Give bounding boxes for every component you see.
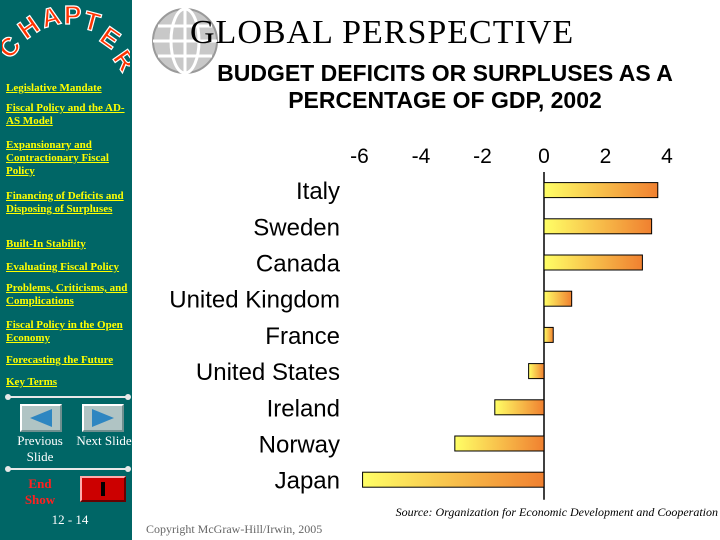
end-show-button[interactable] bbox=[80, 476, 126, 502]
sidebar-link[interactable]: Financing of Deficits and Disposing of S… bbox=[6, 190, 124, 215]
sidebar-link[interactable]: Key Terms bbox=[6, 376, 58, 388]
bar-united-states bbox=[528, 363, 545, 380]
end-show-label[interactable]: End Show bbox=[24, 476, 56, 507]
sidebar-link[interactable]: Expansionary and Contractionary Fiscal P… bbox=[6, 139, 109, 177]
chart-title: BUDGET DEFICITS OR SURPLUSES AS A PERCEN… bbox=[217, 60, 673, 113]
end-icon bbox=[101, 482, 105, 496]
x-tick-label: -2 bbox=[473, 145, 492, 168]
category-label: United States bbox=[196, 359, 340, 386]
x-tick-label: 4 bbox=[661, 145, 673, 168]
bar-united-kingdom bbox=[543, 290, 573, 307]
sidebar-link[interactable]: Problems, Criticisms, and Complications bbox=[6, 282, 128, 307]
category-label: Sweden bbox=[253, 214, 340, 241]
previous-slide-button[interactable] bbox=[20, 404, 62, 432]
x-tick-label: 0 bbox=[538, 145, 550, 168]
category-label: Ireland bbox=[267, 395, 340, 422]
bar-sweden bbox=[543, 218, 653, 235]
x-tick-label: -4 bbox=[412, 145, 431, 168]
globe-icon bbox=[152, 7, 218, 75]
sidebar-link[interactable]: Forecasting the Future bbox=[6, 354, 114, 366]
bar-ireland bbox=[494, 399, 545, 416]
category-label: United Kingdom bbox=[169, 287, 340, 314]
sidebar-link[interactable]: Built-In Stability bbox=[6, 238, 86, 250]
sidebar-link[interactable]: Evaluating Fiscal Policy bbox=[6, 261, 120, 273]
chapter-logo: CHAPTER bbox=[2, 4, 130, 78]
bar-norway bbox=[454, 435, 545, 452]
category-label: Canada bbox=[256, 251, 341, 278]
next-slide-label[interactable]: Next Slide bbox=[76, 433, 132, 448]
previous-slide-label[interactable]: Previous Slide bbox=[17, 433, 63, 464]
bar-italy bbox=[543, 182, 659, 199]
divider bbox=[5, 394, 131, 400]
sidebar-link[interactable]: Fiscal Policy and the AD-AS Model bbox=[6, 102, 125, 127]
sidebar-link[interactable]: Fiscal Policy in the Open Economy bbox=[6, 319, 123, 344]
x-tick-label: -6 bbox=[350, 145, 369, 168]
page-number: 12 - 14 bbox=[51, 512, 89, 527]
category-label: Italy bbox=[296, 178, 340, 205]
divider bbox=[5, 466, 131, 472]
next-slide-button[interactable] bbox=[82, 404, 124, 432]
bar-japan bbox=[362, 471, 545, 488]
left-arrow-icon bbox=[30, 409, 52, 427]
bar-france bbox=[543, 326, 554, 343]
source-note: Source: Organization for Economic Develo… bbox=[395, 505, 718, 519]
category-label: France bbox=[265, 323, 340, 350]
bar-canada bbox=[543, 254, 643, 271]
sidebar-link[interactable]: Legislative Mandate bbox=[6, 82, 102, 94]
sidebar: CHAPTER Legislative Mandate Fiscal Policy… bbox=[0, 0, 132, 540]
right-arrow-icon bbox=[92, 409, 114, 427]
category-label: Japan bbox=[275, 468, 340, 495]
slide-title: GLOBAL PERSPECTIVE bbox=[190, 14, 575, 51]
category-label: Norway bbox=[259, 432, 340, 459]
copyright: Copyright McGraw-Hill/Irwin, 2005 bbox=[146, 522, 323, 536]
x-tick-label: 2 bbox=[600, 145, 612, 168]
